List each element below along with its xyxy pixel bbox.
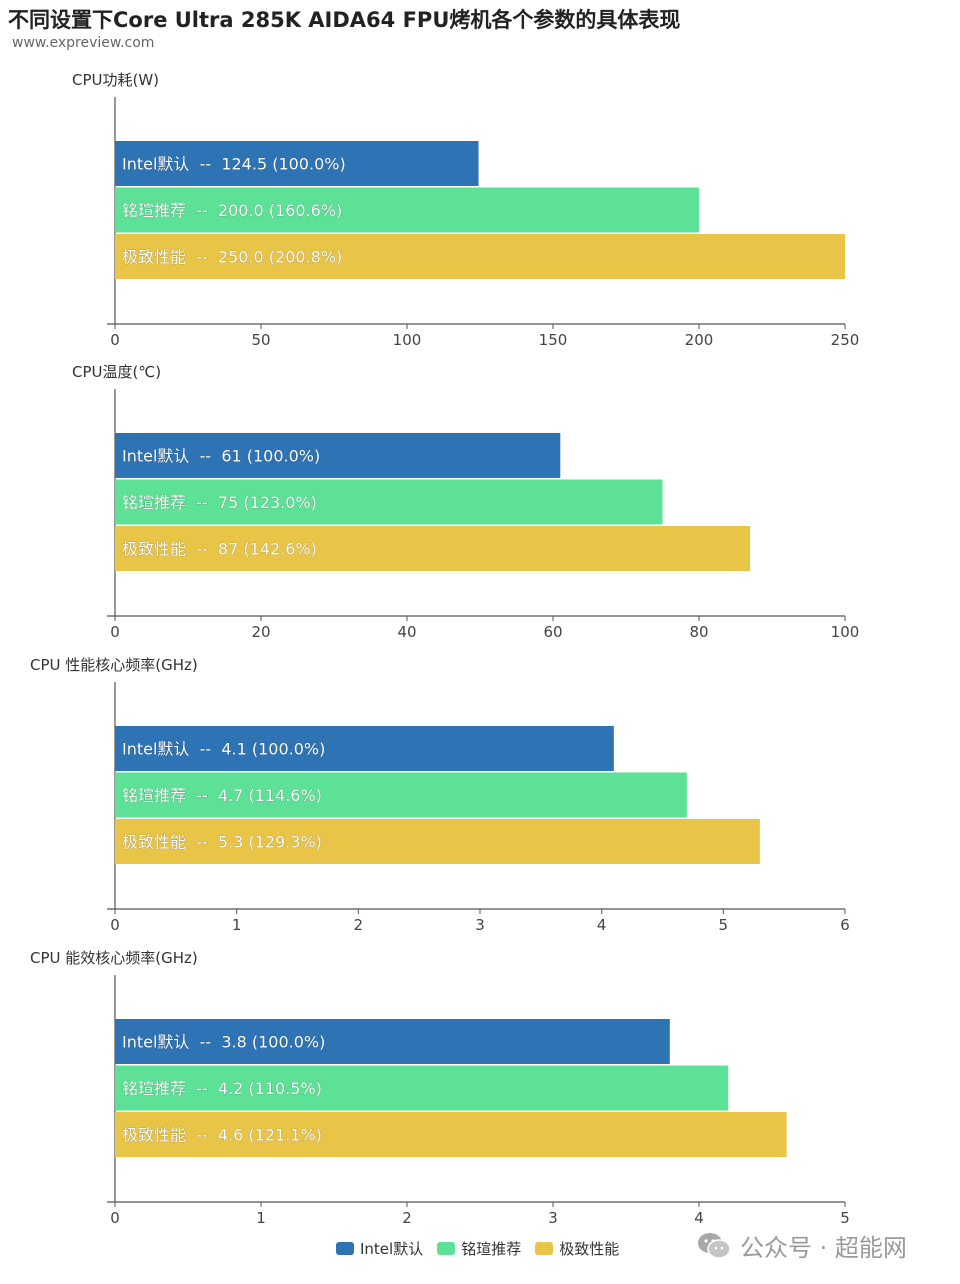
chart-0-bar-2 [115,234,845,279]
chart-0-bar-label-1: 铭瑄推荐 -- 200.0 (160.6%) [122,201,342,220]
chart-1-tick-label-0: 0 [110,623,120,641]
chart-3-tick-label-3: 3 [548,1209,558,1227]
chart-0-bar-label-0: Intel默认 -- 124.5 (100.0%) [122,155,346,174]
watermark-text: 公众号 · 超能网 [740,1234,907,1262]
chart-0-title: CPU功耗(W) [72,71,159,89]
chart-1-bar-0 [115,433,561,478]
chart-1-tick-label-3: 60 [543,623,562,641]
chart-2-tick-label-0: 0 [110,916,120,934]
chart-3-bar-1 [115,1065,729,1111]
chart-2-tick-label-2: 2 [354,916,364,934]
chart-0-bar-1 [115,187,699,233]
chart-3-bar-0 [115,1019,670,1064]
chart-1-tick-label-1: 20 [251,623,270,641]
legend-swatch-extreme [535,1242,554,1255]
chart-1-bar-1 [115,479,663,525]
source-url: www.expreview.com [12,35,155,51]
chart-2-tick-label-5: 5 [719,916,729,934]
legend-swatch-intel [336,1242,354,1255]
chart-1-bar-label-2: 极致性能 -- 87 (142.6%) [122,540,317,559]
chart-1-tick-label-5: 100 [831,623,860,641]
chart-2-tick-label-6: 6 [840,916,850,934]
chart-1-title: CPU温度(℃) [72,363,161,381]
chart-3-tick-label-2: 2 [402,1209,412,1227]
legend-item-intel[interactable]: Intel默认 [336,1238,423,1259]
chart-0-bar-0 [115,141,479,186]
chart-3-tick-label-0: 0 [110,1209,120,1227]
chart-2-title: CPU 性能核心频率(GHz) [30,656,198,674]
chart-2-bar-1 [115,772,687,818]
chart-3-bar-label-1: 铭瑄推荐 -- 4.2 (110.5%) [122,1079,322,1098]
wechat-icon [698,1232,731,1259]
legend-label-intel: Intel默认 [360,1240,424,1258]
chart-3-title: CPU 能效核心频率(GHz) [30,949,198,967]
chart-3-bar-2 [115,1112,787,1157]
chart-1-tick-label-4: 80 [689,623,708,641]
chart-1-bar-label-0: Intel默认 -- 61 (100.0%) [122,447,320,466]
chart-3-bar-label-0: Intel默认 -- 3.8 (100.0%) [122,1033,325,1052]
chart-1-bar-2 [115,526,751,571]
chart-2-bar-0 [115,726,614,771]
chart-2-bar-label-0: Intel默认 -- 4.1 (100.0%) [122,740,325,759]
legend-swatch-maxsun [437,1242,456,1255]
chart-0-tick-label-5: 250 [831,331,860,349]
legend-item-maxsun[interactable]: 铭瑄推荐 [437,1238,521,1259]
chart-3-tick-label-1: 1 [256,1209,266,1227]
chart-2-bar-label-1: 铭瑄推荐 -- 4.7 (114.6%) [122,786,322,805]
page-title: 不同设置下Core Ultra 285K AIDA64 FPU烤机各个参数的具体… [8,8,681,32]
legend-label-maxsun: 铭瑄推荐 [461,1240,522,1258]
chart-2-tick-label-3: 3 [475,916,485,934]
chart-2-bar-label-2: 极致性能 -- 5.3 (129.3%) [122,833,322,852]
legend-label-extreme: 极致性能 [559,1240,620,1258]
chart-0-bar-label-2: 极致性能 -- 250.0 (200.8%) [122,248,342,267]
chart-0-tick-label-2: 100 [393,331,422,349]
legend-item-extreme[interactable]: 极致性能 [535,1238,619,1259]
chart-3-bar-label-2: 极致性能 -- 4.6 (121.1%) [122,1126,322,1145]
chart-2-bar-2 [115,819,760,864]
chart-3-tick-label-5: 5 [840,1209,850,1227]
chart-1-bar-label-1: 铭瑄推荐 -- 75 (123.0%) [122,493,317,512]
chart-3-tick-label-4: 4 [694,1209,704,1227]
watermark: 公众号 · 超能网 [696,1228,907,1263]
chart-0-tick-label-3: 150 [539,331,568,349]
chart-0-tick-label-4: 200 [685,331,714,349]
chart-1-tick-label-2: 40 [397,623,416,641]
chart-0-tick-label-0: 0 [110,331,120,349]
chart-2-tick-label-1: 1 [232,916,242,934]
chart-2-tick-label-4: 4 [597,916,607,934]
legend: Intel默认 铭瑄推荐 极致性能 [336,1238,619,1259]
chart-0-tick-label-1: 50 [251,331,270,349]
